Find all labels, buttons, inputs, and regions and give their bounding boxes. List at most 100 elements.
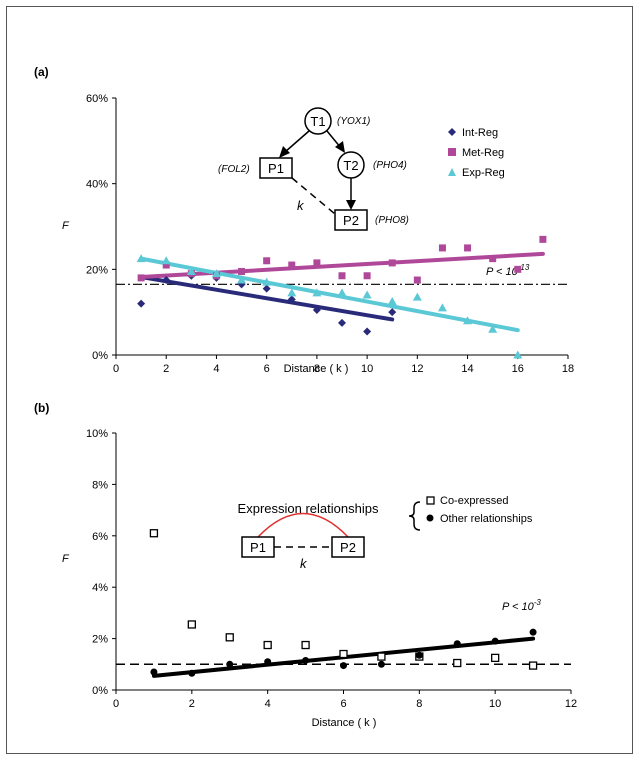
panel-b-point-other-relationships (264, 658, 272, 666)
panel-a-pvalue: P < 10-13 (486, 263, 530, 278)
panel-a-point-exp-reg (513, 350, 523, 359)
panel-a-x-tick-label: 4 (213, 363, 219, 375)
panel-b-inset-diagram: Expression relationships P1 P2 k Co-expr… (238, 495, 533, 571)
panel-b-point-other-relationships (226, 660, 234, 668)
legend-exp-reg-marker (448, 168, 456, 176)
panel-b-x-tick-label: 2 (189, 698, 195, 710)
panel-a-x-tick-label: 10 (361, 363, 373, 375)
panel-b-x-tick-label: 0 (113, 698, 119, 710)
arrowhead-t2-p2 (346, 200, 356, 210)
node-t2-label: T2 (343, 158, 358, 173)
inset-b-p2-label: P2 (340, 540, 356, 555)
panel-b-point-co-expressed (225, 633, 234, 642)
panel-b-point-other-relationships (377, 660, 385, 668)
panel-a-point-met-reg (514, 265, 522, 273)
panel-a-point-exp-reg (337, 288, 347, 297)
panel-a-point-int-reg (162, 276, 171, 285)
panel-a-point-int-reg (338, 318, 346, 327)
panel-a-point-met-reg (238, 267, 246, 275)
panel-a-point-int-reg (388, 308, 397, 317)
panel-b-point-other-relationships (302, 656, 310, 664)
arrowhead-t1-p1 (279, 146, 290, 158)
panel-a-point-int-reg (262, 284, 271, 293)
panel-b-point-other-relationships (340, 662, 347, 670)
panel-b-point-other-relationships (529, 628, 537, 636)
panel-b-pvalue: P < 10-3 (502, 598, 541, 613)
node-p1-gene: (FOL2) (218, 164, 250, 175)
panel-b-label: (b) (34, 401, 49, 415)
edge-p1-p2-dashed (291, 177, 336, 215)
panel-a-x-tick-label: 16 (512, 363, 524, 375)
panel-a-point-exp-reg (262, 277, 272, 286)
panel-b-point-co-expressed (377, 652, 386, 661)
inset-b-p2-box (331, 536, 365, 558)
panel-a-point-int-reg (287, 295, 296, 304)
inset-b-relationship-arc (257, 512, 349, 538)
node-t1-gene: (YOX1) (337, 116, 370, 127)
panel-a-point-exp-reg (312, 288, 322, 297)
panel-a-point-exp-reg (186, 266, 196, 275)
inset-b-brace (408, 501, 421, 531)
panel-a-y-tick-label: 0% (92, 350, 108, 362)
panel-a-point-met-reg (162, 261, 170, 269)
legend-other-label: Other relationships (440, 513, 533, 525)
panel-b-x-tick-label: 8 (416, 698, 422, 710)
panel-a-point-exp-reg (387, 296, 397, 305)
node-p1-box (259, 157, 293, 179)
panel-b-point-co-expressed (528, 661, 538, 670)
panel-a-ylabel: F (62, 220, 70, 232)
panel-a-inset-diagram: T1 (YOX1) T2 (PHO4) P1 (FOL2) P2 (PHO8) … (218, 107, 409, 231)
panel-a-point-met-reg (388, 259, 396, 267)
panel-b-point-co-expressed (453, 658, 462, 668)
panel-a-point-exp-reg (237, 275, 247, 284)
panel-a-point-met-reg (464, 244, 472, 252)
panel-a-point-exp-reg (412, 292, 422, 301)
panel-b-point-co-expressed (187, 620, 196, 629)
panel-a-point-int-reg (312, 306, 321, 315)
edge-t1-p1 (284, 130, 310, 153)
panel-a-point-exp-reg (287, 288, 297, 297)
panel-a-point-exp-reg (437, 303, 447, 312)
legend-co-expressed-label: Co-expressed (440, 495, 508, 507)
panel-a-point-exp-reg (161, 256, 171, 265)
panel-b-x-tick-label: 10 (489, 698, 501, 710)
panel-b-point-co-expressed (263, 640, 272, 650)
panel-a-legend: Int-Reg Met-Reg Exp-Reg (448, 127, 505, 179)
panel-a-x-tick-label: 2 (163, 363, 169, 375)
panel-a-label: (a) (34, 65, 49, 79)
panel-a-y-tick-label: 60% (86, 93, 108, 105)
panel-a-point-met-reg (137, 274, 145, 282)
panel-a-x-tick-label: 12 (411, 363, 423, 375)
panel-a-fit-int-reg (139, 275, 395, 322)
panel-a-point-exp-reg (488, 324, 498, 333)
panel-b-y-tick-label: 6% (92, 531, 108, 543)
panel-a-point-met-reg (363, 272, 371, 280)
legend-met-reg-marker (448, 148, 456, 156)
panel-a-point-met-reg (288, 261, 296, 269)
panel-b-point-co-expressed (301, 640, 310, 650)
arrowhead-t1-t2 (335, 141, 345, 153)
node-p1-label: P1 (268, 161, 284, 176)
panel-b-point-other-relationships (491, 637, 499, 645)
edge-k-label: k (297, 198, 305, 213)
legend-exp-reg-label: Exp-Reg (462, 167, 505, 179)
panel-a-point-met-reg (489, 255, 497, 263)
panel-a-x-tick-label: 0 (113, 363, 119, 375)
chart-marks: 0 2 4 6 8 10 12 14 16 18 0% 20% 40% 60% 0 2 4 6 8 10 12 0% 2% 4… (86, 93, 577, 710)
panel-a-point-exp-reg (362, 290, 372, 299)
panel-a-point-met-reg (438, 244, 446, 252)
panel-a-point-met-reg (539, 235, 547, 243)
node-p2-label: P2 (343, 213, 359, 228)
panel-a-x-tick-label: 6 (264, 363, 270, 375)
panel-b-y-tick-label: 8% (92, 479, 108, 491)
inset-b-title: Expression relationships (238, 501, 379, 516)
node-t1-label: T1 (310, 114, 325, 129)
panel-a-point-int-reg (363, 327, 372, 336)
panel-a-point-exp-reg (211, 269, 221, 278)
inset-b-k-label: k (300, 556, 308, 571)
panel-a-x-tick-label: 14 (461, 363, 473, 375)
legend-other-marker (426, 514, 434, 522)
panel-b-y-tick-label: 2% (92, 634, 108, 646)
legend-met-reg-label: Met-Reg (462, 147, 504, 159)
